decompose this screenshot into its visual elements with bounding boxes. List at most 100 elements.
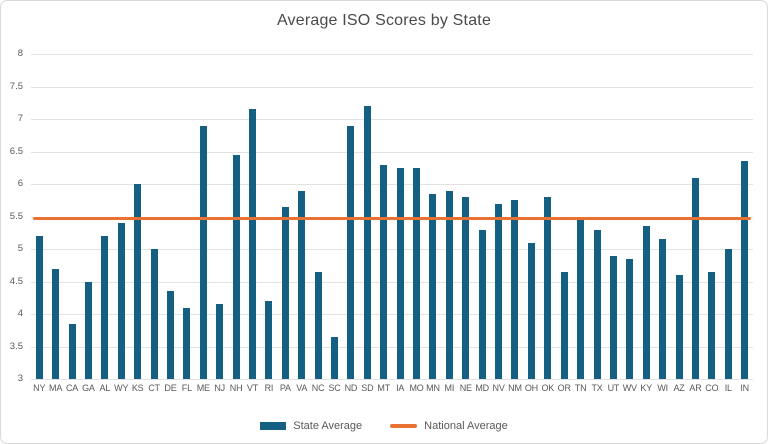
x-tick-label-PA: PA <box>279 383 291 393</box>
bar-MO <box>413 167 421 379</box>
gridline <box>31 281 753 283</box>
x-tick-label-NE: NE <box>459 383 472 393</box>
bar-TX <box>593 229 601 379</box>
y-axis-labels: 8 7.5 7 6.5 6 5.5 5 4.5 4 3.5 3 <box>1 48 25 384</box>
x-tick-label-IN: IN <box>740 383 749 393</box>
gridline <box>31 119 753 120</box>
x-tick-label-KS: KS <box>131 383 144 393</box>
x-tick-label-CA: CA <box>65 383 79 393</box>
bar-NM <box>511 200 519 379</box>
gridline <box>31 184 753 185</box>
bar-CO <box>708 271 716 379</box>
y-tick-label: 5.5 <box>9 210 23 222</box>
x-tick-label-CO: CO <box>705 383 719 393</box>
x-tick-label-AL: AL <box>99 383 111 393</box>
x-tick-label-WY: WY <box>114 383 129 393</box>
bar-slot <box>589 54 605 379</box>
bar-slot <box>179 54 195 379</box>
x-tick-label-AZ: AZ <box>673 383 685 393</box>
gridline <box>31 86 753 88</box>
bar-slot <box>211 54 227 379</box>
legend-label-state-average: State Average <box>293 420 363 432</box>
x-tick-label-CT: CT <box>148 383 160 393</box>
bar-slot <box>343 54 359 379</box>
bar-slot <box>97 54 113 379</box>
bar-MA <box>52 268 60 379</box>
legend-label-national-average: National Average <box>424 420 508 432</box>
plot-area <box>31 54 753 380</box>
x-tick-label-TX: TX <box>591 383 603 393</box>
legend: State Average National Average <box>1 420 767 432</box>
x-tick-label-TN: TN <box>574 383 587 393</box>
bar-TN <box>577 219 585 379</box>
legend-item-national-average: National Average <box>390 420 508 432</box>
bar-KS <box>134 184 142 379</box>
bar-IN <box>741 161 749 379</box>
x-tick-label-MD: MD <box>475 383 489 393</box>
x-axis-labels: NY MA CA GA AL WY KS CT DE FL ME NJ NH VT RI PA VA NC SC ND… <box>31 383 753 393</box>
x-tick-label-OR: OR <box>557 383 571 393</box>
x-tick-label-NY: NY <box>33 383 46 393</box>
bar-slot <box>474 54 490 379</box>
gridline <box>31 346 753 348</box>
bar-slot <box>687 54 703 379</box>
bar-NE <box>462 197 470 379</box>
gridline <box>31 379 753 380</box>
bar-slot <box>720 54 736 379</box>
bar-slot <box>261 54 277 379</box>
x-tick-label-UT: UT <box>607 383 620 393</box>
x-tick-label-VA: VA <box>296 383 308 393</box>
bar-WI <box>659 239 667 379</box>
bar-slot <box>277 54 293 379</box>
x-tick-label-MN: MN <box>426 383 440 393</box>
bar-slot <box>129 54 145 379</box>
bar-MN <box>429 193 437 379</box>
bar-DE <box>166 291 174 379</box>
bar-OH <box>527 242 535 379</box>
y-tick-label: 3 <box>17 373 23 384</box>
bar-slot <box>441 54 457 379</box>
bar-KY <box>642 226 650 379</box>
bar-slot <box>392 54 408 379</box>
y-tick-label: 4 <box>17 308 23 319</box>
bar-MI <box>445 190 453 379</box>
bar-MD <box>478 229 486 379</box>
bar-ND <box>347 125 355 379</box>
bar-ME <box>199 125 207 379</box>
bar-slot <box>556 54 572 379</box>
bar-SC <box>331 336 339 379</box>
bar-slot <box>244 54 260 379</box>
bar-slot <box>654 54 670 379</box>
bar-NV <box>495 203 503 379</box>
bar-slot <box>47 54 63 379</box>
bar-AR <box>691 177 699 379</box>
bar-NC <box>314 271 322 379</box>
bar-slot <box>572 54 588 379</box>
bar-OK <box>544 197 552 379</box>
bar-slot <box>425 54 441 379</box>
x-tick-label-KY: KY <box>640 383 653 393</box>
bar-slot <box>671 54 687 379</box>
bar-CT <box>150 249 158 379</box>
national-average-line <box>33 216 751 220</box>
y-tick-label: 7.5 <box>9 80 23 92</box>
bar-slot <box>622 54 638 379</box>
x-tick-label-NJ: NJ <box>214 383 225 393</box>
bar-slot <box>376 54 392 379</box>
x-tick-label-ME: ME <box>196 383 210 393</box>
bar-MT <box>380 164 388 379</box>
y-tick-label: 8 <box>17 48 23 59</box>
y-tick-label: 3.5 <box>9 340 23 352</box>
bar-slot <box>162 54 178 379</box>
bar-slot <box>294 54 310 379</box>
bar-slot <box>458 54 474 379</box>
y-tick-label: 7 <box>17 113 23 124</box>
x-tick-label-NC: NC <box>311 383 325 393</box>
y-tick-label: 5 <box>17 243 23 254</box>
bar-slot <box>146 54 162 379</box>
bar-AL <box>101 236 109 379</box>
bar-slot <box>359 54 375 379</box>
bar-NJ <box>216 304 224 379</box>
x-tick-label-IA: IA <box>396 383 405 393</box>
